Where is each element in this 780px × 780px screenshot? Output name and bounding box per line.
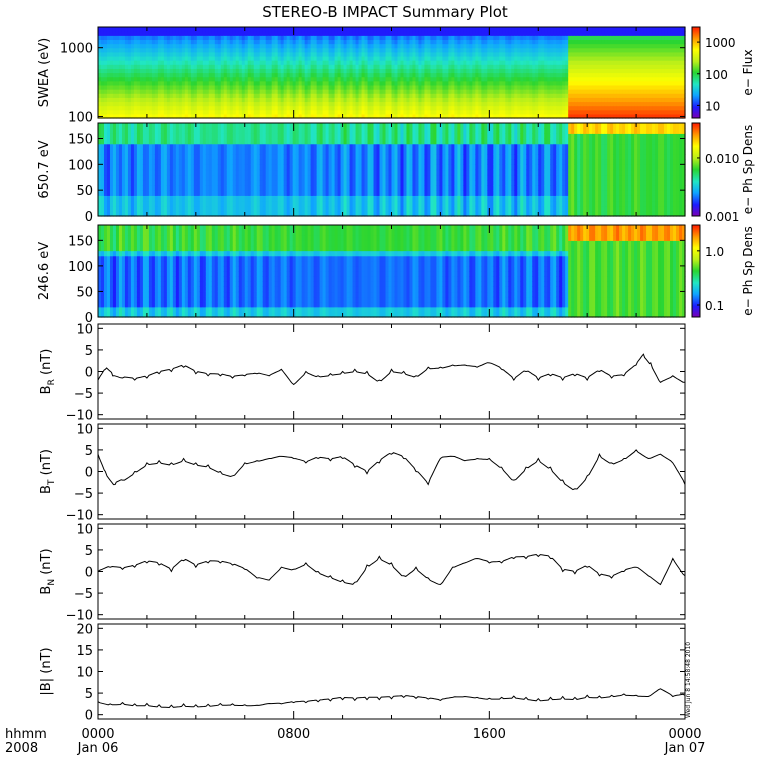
ytick-label-swea: 100	[68, 110, 93, 125]
xtick-label-date: Jan 06	[77, 741, 119, 756]
panel-frame-bt	[97, 423, 686, 520]
ytick-label-bn: 5	[85, 544, 93, 559]
colorbar-tick-label-swea: 100	[705, 68, 728, 82]
ytick-label-bn: −10	[66, 609, 93, 624]
ytick-label-swea: 1000	[60, 42, 93, 57]
xtick-label-date: Jan 07	[664, 741, 706, 756]
ylabel-sub-br: R	[47, 379, 57, 385]
corner-label-year: 2008	[5, 741, 38, 756]
series-line-bn	[97, 553, 686, 586]
ylabel-unit-bt: (nT)	[39, 449, 54, 479]
ylabel-sub-bt: T	[47, 479, 57, 486]
ylabel-bn: BN (nT)	[39, 548, 57, 594]
ytick-label-pad_246: 100	[68, 260, 93, 275]
ytick-label-pad_650: 100	[68, 158, 93, 173]
ytick-label-bt: 10	[76, 422, 93, 437]
heatmap-pad_650	[98, 123, 686, 217]
ytick-label-br: 5	[85, 344, 93, 359]
ylabel-sub-bn: N	[47, 579, 57, 586]
timestamp-note: Wed Jun 8 14:58:48 2010	[685, 642, 692, 718]
series-line-br	[97, 353, 686, 386]
ylabel-main-bt: B	[39, 485, 54, 494]
ytick-label-pad_650: 150	[68, 133, 93, 148]
ytick-label-bmag: 15	[76, 644, 93, 659]
colorbar-tick-label-pad_650: 0.010	[705, 152, 739, 166]
ytick-label-bn: −5	[74, 587, 93, 602]
series-line-bmag	[97, 688, 686, 709]
ytick-label-pad_246: 0	[85, 311, 93, 326]
colorbar-tick-label-swea: 1000	[705, 36, 736, 50]
colorbar-label-swea: e− Flux	[741, 49, 755, 95]
series-line-bt	[97, 449, 686, 491]
colorbar-swea	[691, 26, 701, 119]
ytick-label-bn: 0	[85, 566, 93, 581]
ytick-label-bt: −5	[74, 487, 93, 502]
ytick-label-pad_650: 0	[85, 210, 93, 225]
panel-frame-bmag	[97, 623, 686, 720]
ylabel-bmag: |B| (nT)	[39, 647, 54, 695]
xtick-label-time: 0800	[277, 727, 310, 742]
xtick-label-time: 1600	[473, 727, 506, 742]
ylabel-br: BR (nT)	[39, 349, 57, 395]
colorbar-tick-label-swea: 10	[705, 99, 720, 113]
xtick-label-time: 0000	[81, 727, 114, 742]
ylabel-main-bn: B	[39, 586, 54, 595]
ylabel-unit-br: (nT)	[39, 349, 54, 379]
colorbar-tick-label-pad_650: 0.001	[705, 210, 739, 224]
panel-frame-bn	[97, 523, 686, 620]
colorbar-label-pad_650: e− Ph Sp Dens	[741, 125, 755, 214]
ylabel-unit-bmag: (nT)	[39, 647, 54, 677]
ylabel-pad_650: 650.7 eV	[37, 140, 52, 198]
ytick-label-br: −10	[66, 409, 93, 424]
ytick-label-bmag: 0	[85, 709, 93, 724]
plot-title: STEREO-B IMPACT Summary Plot	[262, 3, 508, 21]
colorbar-pad_650	[691, 122, 701, 217]
ylabel-bt: BT (nT)	[39, 449, 57, 494]
ytick-label-bt: 5	[85, 444, 93, 459]
heatmap-pad_246	[98, 225, 686, 318]
ytick-label-bn: 10	[76, 522, 93, 537]
ytick-label-bt: 0	[85, 466, 93, 481]
colorbar-tick-label-pad_246: 0.1	[705, 299, 724, 313]
heatmap-swea	[98, 27, 686, 119]
ytick-label-pad_650: 50	[76, 184, 93, 199]
colorbar-label-pad_246: e− Ph Sp Dens	[741, 226, 755, 315]
ytick-label-br: 0	[85, 366, 93, 381]
ytick-label-bmag: 20	[76, 622, 93, 637]
ytick-label-pad_246: 150	[68, 234, 93, 249]
ytick-label-bmag: 5	[85, 687, 93, 702]
ytick-label-bt: −10	[66, 509, 93, 524]
xtick-label-time: 0000	[668, 727, 701, 742]
ylabel-unit-bn: (nT)	[39, 548, 54, 578]
ylabel-swea: SWEA (eV)	[37, 38, 52, 107]
ylabel-main-br: B	[39, 385, 54, 394]
colorbar-tick-label-pad_246: 1.0	[705, 245, 724, 259]
ytick-label-br: 10	[76, 322, 93, 337]
ytick-label-bmag: 10	[76, 666, 93, 681]
ylabel-main-bmag: |B|	[39, 678, 54, 696]
ytick-label-pad_246: 50	[76, 285, 93, 300]
ylabel-pad_246: 246.6 eV	[37, 242, 52, 300]
corner-label-hhmm: hhmm	[5, 727, 47, 742]
colorbar-pad_246	[691, 224, 701, 318]
ytick-label-br: −5	[74, 387, 93, 402]
